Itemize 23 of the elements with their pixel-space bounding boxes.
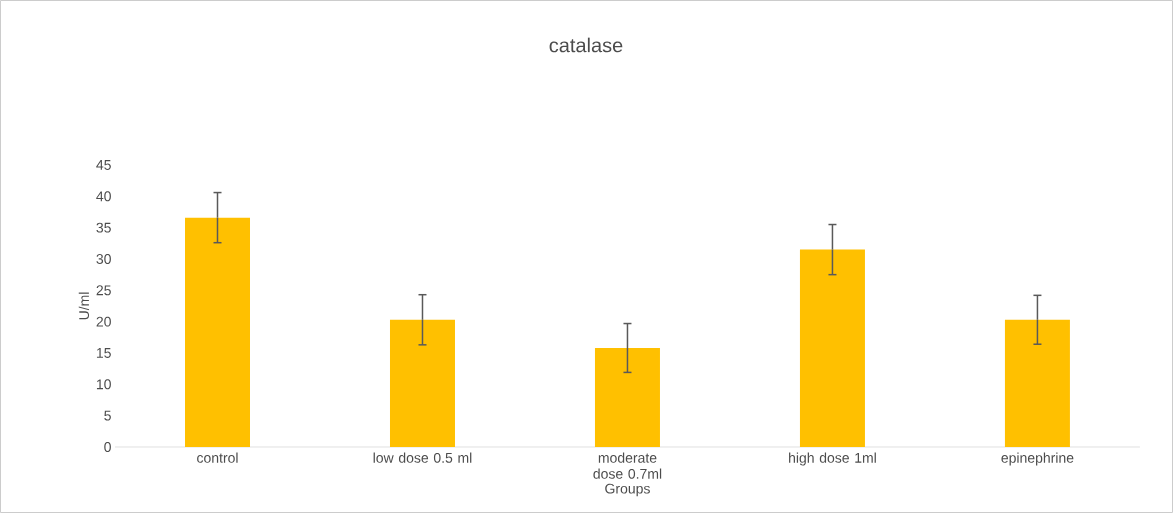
y-tick-label: 15	[96, 348, 111, 358]
bar	[594, 347, 660, 447]
bar	[1004, 319, 1070, 447]
y-tick-label: 10	[96, 379, 111, 390]
y-tick-label: 5	[104, 410, 111, 421]
x-tick-label: control	[197, 452, 238, 463]
bar	[799, 249, 865, 447]
y-tick-label: 40	[96, 191, 111, 202]
y-tick-label: 45	[96, 160, 111, 170]
y-tick-label: 0	[104, 442, 111, 452]
y-tick-label: 20	[96, 316, 111, 327]
x-tick-label: moderate dose 0.7ml	[593, 452, 662, 479]
y-tick-label: 25	[96, 285, 111, 296]
y-tick-label: 35	[96, 222, 111, 233]
chart-title: catalase	[549, 37, 623, 53]
y-axis-title: U/ml	[78, 292, 90, 320]
x-axis-title: Groups	[605, 483, 650, 497]
x-tick-label: epinephrine	[1001, 452, 1074, 466]
bar	[389, 319, 455, 447]
x-tick-label: low dose 0.5 ml	[373, 452, 472, 463]
bar	[185, 217, 250, 447]
y-tick-label: 30	[96, 254, 111, 264]
x-tick-label: high dose 1ml	[789, 452, 876, 466]
